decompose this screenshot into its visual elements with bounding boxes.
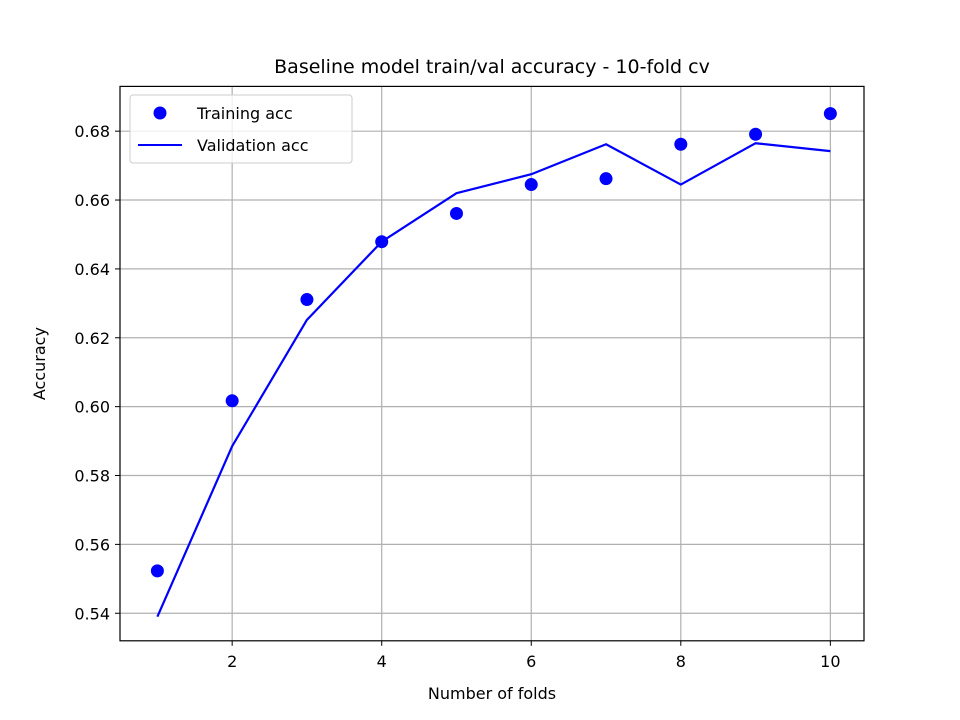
training-acc-point-5 <box>449 206 463 220</box>
training-acc-point-6 <box>524 178 538 192</box>
y-axis-label: Accuracy <box>30 327 49 400</box>
training-acc-point-3 <box>300 293 314 307</box>
y-tick-label-5: 0.62 <box>74 329 110 348</box>
ticks: 2 4 6 8 10 0.54 0.56 0.58 0.60 0.62 0.64 0.66 0.68 <box>74 122 840 671</box>
training-acc-point-4 <box>375 235 389 249</box>
y-tick-label-2: 0.56 <box>74 535 110 554</box>
legend-label-training: Training acc <box>196 104 293 123</box>
y-tick-label-7: 0.66 <box>74 191 110 210</box>
x-tick-label-3: 6 <box>526 652 536 671</box>
legend: Training acc Validation acc <box>129 94 353 164</box>
y-tick-label-3: 0.58 <box>74 467 110 486</box>
training-acc-point-1 <box>150 564 164 578</box>
y-tick-label-6: 0.64 <box>74 260 110 279</box>
x-tick-label-5: 10 <box>820 652 840 671</box>
x-tick-label-1: 2 <box>227 652 237 671</box>
series-layer <box>150 107 837 618</box>
y-tick-label-8: 0.68 <box>74 122 110 141</box>
legend-box <box>129 94 353 164</box>
legend-label-validation: Validation acc <box>197 136 309 155</box>
training-acc-point-8 <box>674 137 688 151</box>
training-acc-point-2 <box>225 394 239 408</box>
x-tick-label-2: 4 <box>377 652 387 671</box>
x-axis-label: Number of folds <box>428 684 556 703</box>
y-tick-label-1: 0.54 <box>74 604 110 623</box>
x-tick-label-4: 8 <box>676 652 686 671</box>
y-tick-label-4: 0.60 <box>74 398 110 417</box>
training-acc-point-7 <box>599 172 613 186</box>
training-acc-point-9 <box>749 127 763 141</box>
validation-acc-line <box>156 142 831 618</box>
plot-frame <box>119 85 865 642</box>
chart-title: Baseline model train/val accuracy - 10-f… <box>274 56 710 78</box>
training-acc-point-10 <box>823 107 837 121</box>
legend-marker-training <box>153 106 167 120</box>
